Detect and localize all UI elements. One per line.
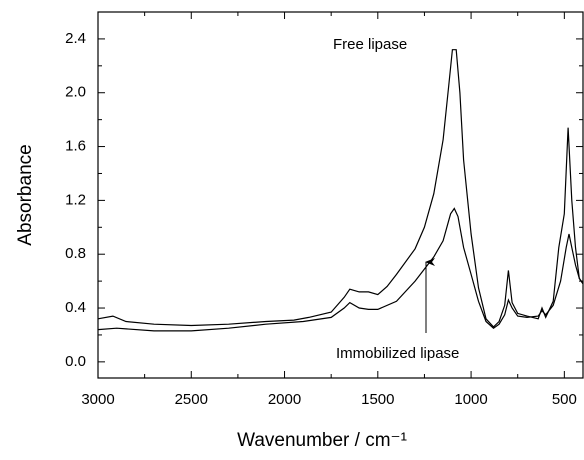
series-line [97,207,584,332]
x-tick-label: 1000 [454,391,487,408]
x-tick-label: 1500 [361,391,394,408]
plot-frame [97,11,584,379]
series-line [97,49,584,328]
y-tick-label: 1.2 [65,191,86,208]
annotation: Immobilized lipase [336,345,459,362]
x-tick-label: 3000 [81,391,114,408]
annotation: Free lipase [333,36,407,53]
y-tick-label: 2.4 [65,30,86,47]
y-tick-label: 1.6 [65,138,86,155]
y-tick-label: 0.4 [65,299,86,316]
x-tick-label: 2500 [175,391,208,408]
y-tick-label: 2.0 [65,84,86,101]
y-tick-label: 0.8 [65,245,86,262]
x-tick-label: 2000 [268,391,301,408]
x-axis-label: Wavenumber / cm⁻¹ [237,430,407,451]
x-tick-label: 500 [552,391,577,408]
y-tick-label: 0.0 [65,353,86,370]
y-axis-label: Absorbance [15,144,36,245]
